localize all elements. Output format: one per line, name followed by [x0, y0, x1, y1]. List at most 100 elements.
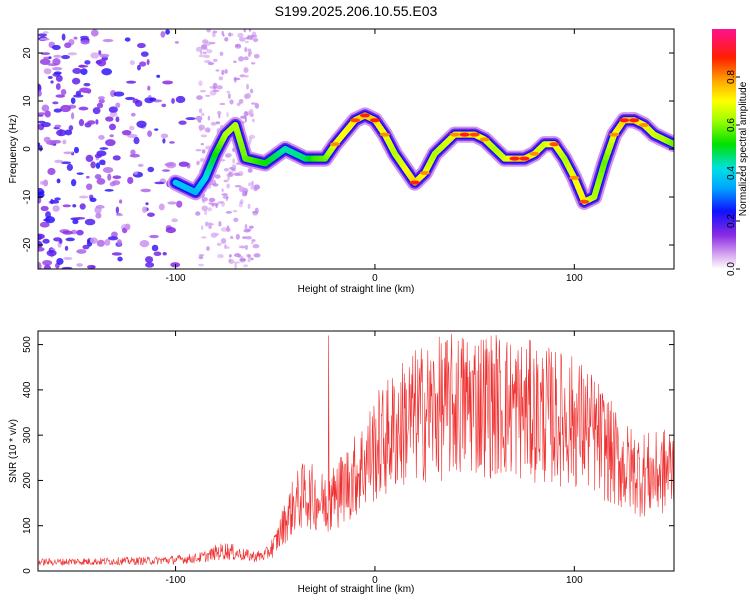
- colorbar-axis: 0.0 0.2 0.4 0.6 0.8: [726, 70, 740, 276]
- ridge-peak: [459, 132, 470, 137]
- noise-blob: [250, 102, 256, 105]
- noise-blob: [222, 195, 229, 200]
- noise-blob: [115, 206, 120, 214]
- noise-blob: [95, 162, 101, 169]
- noise-blob: [154, 128, 159, 131]
- x-tick-label: -100: [166, 273, 186, 284]
- noise-blob: [59, 128, 63, 136]
- noise-blob: [161, 103, 167, 108]
- noise-blob: [144, 256, 154, 263]
- noise-blob: [60, 88, 67, 96]
- noise-blob: [73, 36, 78, 40]
- y-tick-label: 10: [22, 95, 33, 107]
- noise-blob: [247, 203, 251, 209]
- noise-blob: [218, 221, 222, 226]
- noise-blob: [102, 38, 114, 43]
- noise-blob: [60, 104, 72, 113]
- noise-blob: [249, 88, 254, 94]
- noise-blob: [196, 95, 203, 100]
- noise-blob: [185, 117, 196, 121]
- chart-title: S199.2025.206.10.55.E03: [275, 3, 438, 19]
- ridge-peak: [419, 171, 430, 175]
- noise-blob: [252, 244, 260, 249]
- noise-blob: [245, 74, 249, 78]
- noise-blob: [171, 218, 178, 223]
- noise-blob: [137, 64, 141, 71]
- noise-blob: [95, 205, 105, 209]
- noise-blob: [74, 217, 86, 220]
- noise-blob: [108, 106, 118, 113]
- noise-blob: [238, 98, 244, 104]
- noise-blob: [42, 31, 49, 34]
- noise-blob: [200, 142, 205, 146]
- noise-blob: [70, 179, 77, 187]
- noise-blob: [129, 153, 140, 158]
- noise-blob: [209, 41, 216, 45]
- noise-blob: [65, 237, 75, 242]
- noise-blob: [227, 93, 231, 99]
- noise-blob: [226, 183, 231, 189]
- noise-blob: [198, 263, 205, 267]
- noise-blob: [38, 246, 45, 252]
- noise-blob: [85, 154, 94, 163]
- noise-blob: [64, 42, 72, 49]
- noise-blob: [71, 77, 81, 85]
- noise-blob: [72, 67, 82, 75]
- noise-blob: [228, 259, 235, 264]
- noise-blob: [139, 61, 147, 67]
- noise-blob: [76, 229, 84, 236]
- noise-blob: [229, 99, 234, 105]
- noise-blob: [61, 266, 73, 269]
- noise-blob: [206, 29, 211, 33]
- noise-blob: [147, 212, 155, 217]
- noise-blob: [54, 159, 64, 164]
- noise-blob: [253, 187, 258, 192]
- noise-blob: [53, 108, 62, 113]
- ridge-peak: [609, 132, 620, 137]
- noise-blob: [226, 246, 230, 249]
- noise-blob: [54, 197, 61, 201]
- noise-blob: [215, 69, 220, 72]
- noise-blob: [99, 53, 110, 58]
- noise-blob: [204, 127, 211, 133]
- snr-y-axis-label: SNR (10 * v/v): [8, 419, 19, 483]
- noise-blob: [200, 134, 208, 138]
- noise-blob: [112, 155, 121, 161]
- noise-blob: [90, 52, 100, 59]
- noise-blob: [243, 264, 249, 268]
- noise-blob: [101, 68, 113, 76]
- noise-blob: [148, 97, 157, 102]
- noise-blob: [233, 76, 237, 83]
- noise-blob: [243, 67, 249, 74]
- noise-blob: [92, 107, 101, 115]
- noise-blob: [220, 227, 228, 232]
- noise-blob: [228, 32, 232, 37]
- noise-blob: [78, 119, 85, 127]
- snr-x-axis: -100 0 100: [166, 331, 583, 586]
- noise-blob: [149, 234, 159, 239]
- noise-blob: [66, 163, 73, 171]
- noise-blob: [84, 60, 91, 65]
- noise-blob: [214, 174, 221, 179]
- noise-blob: [208, 197, 216, 203]
- noise-blob: [85, 183, 93, 191]
- noise-blob: [196, 160, 201, 164]
- y-tick-label: 300: [22, 426, 33, 443]
- noise-blob: [248, 134, 256, 139]
- noise-blob: [223, 179, 229, 183]
- noise-blob: [201, 196, 208, 202]
- noise-blob: [213, 89, 220, 93]
- x-tick-label: 0: [372, 575, 378, 586]
- x-tick-label: -100: [166, 575, 186, 586]
- noise-blob: [55, 83, 61, 91]
- noise-blob: [140, 51, 149, 57]
- snr-panel: -100 0 100 0 100 200 300 400 500 Height of stra…: [8, 330, 675, 595]
- noise-blob: [244, 46, 248, 53]
- noise-blob: [39, 37, 50, 41]
- noise-blob: [116, 213, 124, 217]
- noise-blob: [82, 244, 90, 250]
- spectrogram-x-axis: -100 0 100: [166, 29, 583, 284]
- noise-blob: [148, 95, 152, 99]
- snr-plot-area: [38, 331, 674, 571]
- spectrogram-y-axis-label: Frequency (Hz): [8, 115, 19, 184]
